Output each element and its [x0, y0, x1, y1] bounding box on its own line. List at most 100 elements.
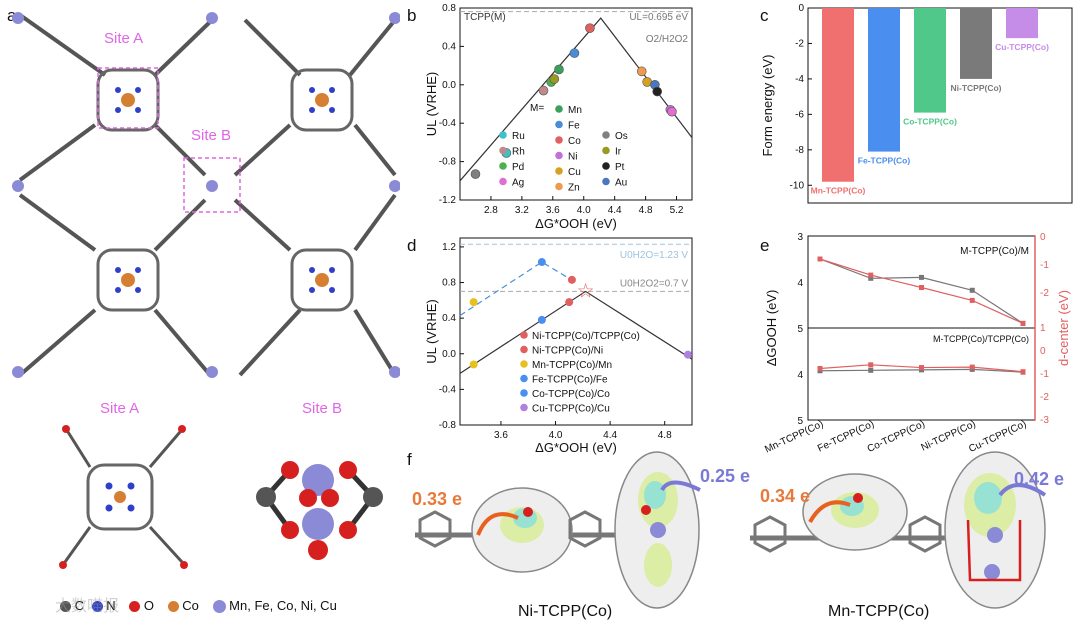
bottom-subplot-title: M-TCPP(Co)/TCPP(Co): [933, 334, 1029, 344]
top-red-point: [969, 297, 975, 303]
panel-label-b: b: [407, 6, 417, 25]
legend-marker-fe: [555, 120, 563, 129]
dashed-volcano-line: [459, 261, 577, 316]
top-gray-point: [919, 274, 924, 280]
legend-label-au: Au: [615, 178, 627, 189]
legend-marker: [520, 360, 528, 368]
top-gray-point: [868, 275, 874, 281]
data-point-co-tcpp-co--co: [537, 258, 546, 267]
legend-c: C: [74, 598, 85, 613]
legend-key-label: M=: [530, 103, 544, 114]
data-point-ir: [549, 74, 560, 84]
y-tick-label: -8: [795, 145, 804, 156]
y-tick-label: 0.4: [442, 41, 456, 52]
metal-nodes: [12, 12, 400, 378]
right-caption: Mn-TCPP(Co): [828, 603, 929, 620]
top-red-point: [1020, 320, 1026, 326]
site-a-box: [97, 67, 159, 129]
legend-marker-ir: [602, 146, 610, 155]
bottom-red-point: [969, 364, 975, 370]
right-charge-1: 0.34 e: [760, 486, 810, 506]
data-point-mn-tcpp-co--mn: [469, 360, 478, 369]
porphyrin-unit: [96, 248, 160, 312]
right-tick-bottom: 0: [1040, 346, 1046, 357]
y-tick-label: 0.8: [442, 3, 456, 14]
n-atom-icon: [91, 601, 103, 613]
right-charge-2: 0.42 e: [1014, 469, 1064, 489]
bottom-red-point: [817, 365, 823, 371]
y-tick-label: -0.8: [439, 157, 457, 168]
data-point-rh: [538, 85, 549, 96]
panel-f-charge-density: 0.33 e 0.25 e Ni-TCPP(Co) 0.34 e 0.42 e …: [412, 451, 1064, 620]
top-red-point: [868, 272, 874, 278]
panel-label-e: e: [760, 236, 770, 255]
bar-cu-tcppco: [1006, 8, 1038, 39]
data-point-os: [470, 169, 481, 179]
data-point-ni-tcpp-co--ni: ☆: [577, 281, 595, 303]
y-tick-label: -4: [795, 74, 804, 85]
legend-label-zn: Zn: [568, 183, 580, 194]
legend-marker-os: [602, 131, 610, 139]
data-point-fe-tcpp-co--fe: [537, 315, 546, 324]
legend-marker-rh: [499, 146, 507, 155]
y-tick-label: 0: [798, 3, 804, 14]
chart-b: 2.8 3.2 3.6 4.0 4.4 4.8 5.2 0.8 0.4 0.0 -0.4 -0.8 -1…: [424, 3, 693, 231]
data-point-pt: [652, 86, 663, 97]
chart-title: TCPP(M): [464, 12, 506, 23]
bottom-red-point: [1020, 369, 1026, 375]
panel-a-structure: Site A Site B Site A Site B: [12, 12, 400, 569]
right-tick-bottom: -1: [1040, 369, 1049, 380]
bar-label: Ni-TCPP(Co): [951, 83, 1002, 93]
legend-marker-au: [602, 177, 610, 186]
legend-label-mn: Mn: [568, 105, 582, 116]
bar-co-tcppco: [914, 8, 946, 113]
right-tick-top: -1: [1040, 260, 1049, 271]
metal-atom-icon: [212, 600, 226, 614]
legend-label-pt: Pt: [615, 162, 625, 173]
porphyrin-unit: [290, 248, 354, 312]
right-tick-top: 0: [1040, 232, 1046, 243]
right-tick-bottom: -3: [1040, 415, 1049, 426]
legend-label-ru: Ru: [512, 131, 525, 142]
data-point-zn: [636, 66, 647, 77]
y-tick-label: 0.0: [442, 80, 456, 91]
legend-co: Co: [182, 598, 199, 613]
y-tick-label: 1.2: [442, 242, 456, 253]
data-point-mn: [554, 64, 564, 75]
legend-label: Ni-TCPP(Co)/TCPP(Co): [532, 331, 640, 342]
bottom-red-point: [919, 365, 924, 371]
legend-label-ni: Ni: [568, 152, 577, 163]
ref-label: O2/H2O2: [646, 34, 689, 45]
y-axis-label: UL (VRHE): [424, 72, 439, 137]
legend-marker-ru: [499, 131, 507, 139]
top-gray-point: [969, 287, 975, 293]
bar-ni-tcppco: [960, 8, 992, 79]
legend-marker-cu: [555, 167, 563, 175]
legend-label-pd: Pd: [512, 162, 524, 173]
mn-tcpp-structure: [750, 451, 1047, 609]
y-tick-label: 0.0: [442, 349, 456, 360]
plot-frame: [459, 7, 693, 201]
linker-chains: [18, 13, 397, 377]
x-tick-label: 3.2: [515, 205, 529, 216]
left-charge-1: 0.33 e: [412, 489, 462, 509]
site-a-detail-label: Site A: [100, 400, 139, 417]
volcano-line: [459, 290, 693, 374]
data-point-fe: [569, 48, 580, 58]
data-point-mn2: [469, 298, 478, 307]
legend-marker-pd: [499, 162, 507, 170]
right-tick-top: -2: [1040, 288, 1049, 299]
y-tick-label: 0.4: [442, 313, 456, 324]
bar-label: Cu-TCPP(Co): [995, 42, 1049, 52]
site-b-detail: [256, 461, 383, 560]
x-tick-label: 3.6: [494, 430, 508, 441]
data-point-ni2: [567, 275, 576, 284]
atom-legend: C N O Co Mn, Fe, Co, Ni, Cu: [60, 598, 337, 614]
data-point-ag: [667, 106, 677, 117]
y-axis-label: Form energy (eV): [760, 55, 775, 157]
x-tick-label: 4.8: [658, 430, 672, 441]
left-tick-top: 5: [797, 324, 803, 335]
label-h2o2: U0H2O2=0.7 V: [620, 278, 688, 289]
y-tick-label: -0.4: [439, 384, 457, 395]
legend-marker: [520, 331, 528, 339]
